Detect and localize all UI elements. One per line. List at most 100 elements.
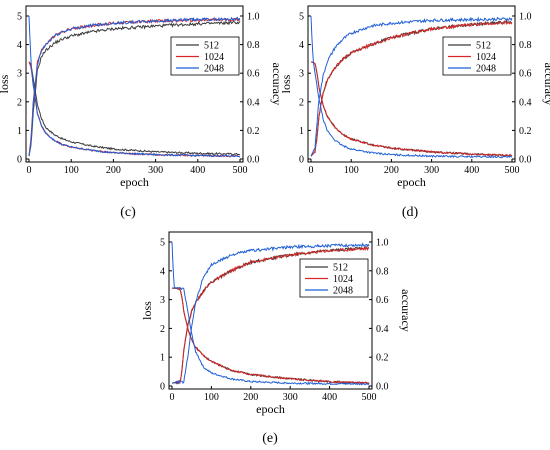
y2-tick-label: 1.0 [519, 12, 532, 23]
accuracy-line-512 [28, 20, 241, 157]
y-tick-label: 1 [160, 353, 165, 364]
x-tick-label: 500 [362, 392, 377, 403]
x-tick-label: 100 [64, 165, 79, 176]
accuracy-line-2048 [28, 16, 241, 157]
y2-axis-label: accuracy [270, 63, 284, 106]
x-tick-label: 200 [243, 392, 258, 403]
y2-tick-label: 0.8 [247, 40, 260, 51]
legend-label-2048: 2048 [476, 64, 496, 75]
loss-line-512 [172, 287, 370, 385]
y2-tick-label: 0.0 [376, 382, 389, 393]
y2-tick-label: 0.8 [519, 40, 532, 51]
plot-frame [25, 5, 244, 163]
loss-line-512 [310, 61, 513, 157]
legend-label-512: 512 [204, 41, 219, 52]
y2-tick-label: 0.4 [519, 97, 532, 108]
y-tick-label: 0 [160, 382, 165, 393]
x-axis-label: epoch [256, 402, 285, 416]
y-tick-label: 1 [299, 126, 304, 137]
series-lines [310, 15, 513, 159]
y-tick-label: 3 [160, 295, 165, 306]
loss-line-2048 [28, 15, 241, 158]
y-tick-label: 5 [299, 12, 304, 23]
y2-tick-label: 1.0 [376, 238, 389, 249]
x-axis-label: epoch [120, 175, 149, 189]
x-tick-label: 400 [464, 165, 479, 176]
y-tick-label: 1 [17, 126, 22, 137]
y2-tick-label: 1.0 [247, 12, 260, 23]
series-lines [171, 241, 370, 386]
x-tick-label: 400 [322, 392, 337, 403]
plot-frame [168, 231, 373, 390]
y2-tick-label: 0.2 [519, 126, 532, 137]
y-axis-label: loss [140, 301, 154, 320]
x-tick-label: 200 [384, 165, 399, 176]
y2-tick-label: 0.2 [376, 353, 389, 364]
y-tick-label: 4 [17, 40, 22, 51]
y-tick-label: 2 [160, 324, 165, 335]
y2-tick-label: 0.6 [519, 69, 532, 80]
x-tick-label: 500 [505, 165, 520, 176]
legend-label-1024: 1024 [204, 52, 224, 63]
x-tick-label: 400 [190, 165, 205, 176]
loss-line-2048 [171, 241, 370, 386]
legend-label-512: 512 [333, 263, 348, 274]
y-axis-label: loss [0, 74, 11, 93]
legend-label-1024: 1024 [333, 274, 353, 285]
x-tick-label: 500 [233, 165, 248, 176]
y-tick-label: 4 [299, 40, 304, 51]
loss-line-1024 [28, 61, 241, 158]
y-axis-label: loss [279, 74, 293, 93]
chart-panel-2: 0 100 200 300 400 500 0 1 2 3 4 5 0.0 0.2 0.4 0.6 0.8 1.0… [140, 231, 413, 446]
accuracy-line-2048 [171, 242, 370, 385]
y-tick-label: 3 [299, 69, 304, 80]
y-tick-label: 4 [160, 266, 165, 277]
x-tick-label: 0 [27, 165, 32, 176]
series-lines [28, 15, 241, 158]
y-tick-label: 0 [299, 155, 304, 166]
x-tick-label: 300 [148, 165, 163, 176]
y-tick-label: 0 [17, 155, 22, 166]
legend-label-2048: 2048 [204, 64, 224, 75]
panel-label: (c) [120, 205, 136, 220]
y-tick-label: 2 [299, 97, 304, 108]
chart-panel-0: 0 100 200 300 400 500 0 1 2 3 4 5 0.0 0.2 0.4 0.6 0.8 1.0… [0, 5, 284, 220]
y2-tick-label: 0.6 [376, 295, 389, 306]
x-tick-label: 300 [283, 392, 298, 403]
loss-line-2048 [310, 15, 513, 159]
loss-line-512 [28, 61, 241, 156]
panel-label: (e) [262, 431, 278, 446]
legend-label-2048: 2048 [333, 286, 353, 297]
y2-tick-label: 0.0 [247, 155, 260, 166]
y2-tick-label: 0.4 [247, 97, 260, 108]
x-tick-label: 200 [106, 165, 121, 176]
plot-frame [307, 5, 516, 163]
chart-panel-1: 0 100 200 300 400 500 0 1 2 3 4 5 0.0 0.2 0.4 0.6 0.8 1.0… [279, 5, 550, 220]
x-tick-label: 0 [170, 392, 175, 403]
legend-label-512: 512 [476, 41, 491, 52]
y2-tick-label: 0.4 [376, 324, 389, 335]
x-tick-label: 100 [204, 392, 219, 403]
y2-tick-label: 0.2 [247, 126, 260, 137]
accuracy-line-1024 [310, 20, 513, 157]
y2-tick-label: 0.6 [247, 69, 260, 80]
y-tick-label: 5 [160, 238, 165, 249]
y2-tick-label: 0.8 [376, 266, 389, 277]
panel-label: (d) [402, 205, 419, 220]
loss-line-1024 [310, 61, 513, 157]
accuracy-line-1024 [171, 246, 370, 385]
x-tick-label: 0 [309, 165, 314, 176]
x-tick-label: 300 [424, 165, 439, 176]
accuracy-line-2048 [310, 16, 513, 157]
y-tick-label: 2 [17, 97, 22, 108]
x-tick-label: 100 [344, 165, 359, 176]
y2-axis-label: accuracy [399, 289, 413, 332]
y2-tick-label: 0.0 [519, 155, 532, 166]
x-axis-label: epoch [397, 175, 426, 189]
y-tick-label: 3 [17, 69, 22, 80]
y-tick-label: 5 [17, 12, 22, 23]
